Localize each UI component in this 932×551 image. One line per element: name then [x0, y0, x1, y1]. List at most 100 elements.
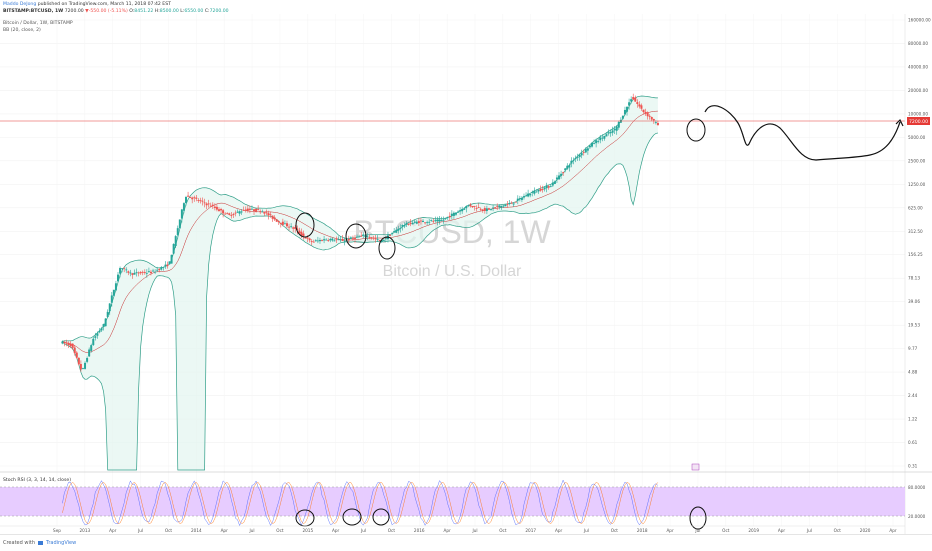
- candle-body: [529, 193, 532, 196]
- high-value: 8500.00: [159, 9, 179, 14]
- candle-body: [327, 240, 330, 241]
- candle-body: [539, 189, 542, 191]
- candle-body: [180, 209, 183, 219]
- candle-body: [496, 206, 499, 207]
- candle-body: [446, 216, 449, 218]
- candle-body: [384, 238, 387, 240]
- price-tick-label: 156.25: [908, 252, 923, 257]
- indicator-title[interactable]: BB (20, close, 2): [3, 28, 41, 33]
- candle-body: [564, 168, 567, 171]
- candle-body: [547, 186, 550, 188]
- candle-body: [306, 237, 309, 239]
- circle-annotation-4[interactable]: [686, 118, 706, 142]
- candle-body: [611, 130, 614, 133]
- candle-body: [108, 303, 111, 312]
- candle-body: [506, 204, 509, 205]
- candle-body: [176, 228, 179, 236]
- candle-body: [469, 204, 472, 207]
- circle-annotation-1[interactable]: [295, 212, 315, 238]
- time-tick-label: Apr: [778, 528, 786, 533]
- candle-body: [341, 238, 344, 241]
- footer: Created with TradingView: [0, 534, 932, 551]
- candle-body: [397, 228, 400, 231]
- candle-body: [199, 200, 202, 202]
- candle-body: [312, 241, 315, 243]
- candle-body: [551, 182, 554, 186]
- candle-body: [467, 205, 470, 206]
- rsi-circle-4[interactable]: [689, 506, 707, 530]
- candle-body: [166, 264, 169, 267]
- candle-body: [543, 187, 546, 190]
- candle-body: [601, 137, 604, 139]
- candle-body: [152, 270, 155, 272]
- flag-marker[interactable]: [691, 463, 700, 471]
- candle-body: [574, 157, 577, 160]
- candle-body: [137, 272, 140, 274]
- candle-body: [391, 233, 394, 235]
- rsi-80-label: 80.0000: [908, 485, 926, 490]
- candle-body: [487, 208, 490, 210]
- candle-body: [562, 172, 565, 174]
- forecast-arrow-head[interactable]: [895, 118, 904, 127]
- candle-body: [584, 148, 587, 153]
- symbol-name[interactable]: BITSTAMP:BTCUSD, 1W: [3, 9, 64, 14]
- user-drawings[interactable]: [295, 105, 904, 260]
- candle-body: [174, 236, 177, 247]
- price-axis[interactable]: 160000.00 80000.00 40000.00 20000.00 10000.0…: [904, 14, 931, 534]
- candle-body: [498, 205, 501, 208]
- candle-body: [201, 200, 204, 202]
- candle-body: [582, 152, 585, 153]
- candle-body: [71, 343, 74, 348]
- circle-annotation-3[interactable]: [378, 236, 396, 260]
- price-tick-label: 312.50: [908, 229, 923, 234]
- candle-body: [125, 269, 128, 271]
- series-title[interactable]: Bitcoin / Dollar, 1W, BITSTAMP: [3, 21, 73, 26]
- candle-body: [395, 229, 398, 233]
- candle-body: [366, 235, 369, 237]
- circle-annotation-2[interactable]: [345, 223, 367, 249]
- candle-body: [545, 185, 548, 189]
- candle-body: [508, 203, 511, 204]
- candle-body: [434, 219, 437, 221]
- candle-body: [570, 160, 573, 164]
- candle-body: [281, 221, 284, 225]
- candle-body: [300, 231, 303, 236]
- rsi-circle-2[interactable]: [342, 508, 362, 526]
- candle-body: [112, 289, 115, 296]
- time-axis[interactable]: Sep 2013 Apr Jul Oct 2014 Apr Jul Oct 2015 Apr Jul O…: [0, 525, 905, 533]
- time-tick-label: Apr: [666, 528, 674, 533]
- candle-body: [275, 219, 278, 222]
- candle-body: [607, 132, 610, 134]
- candle-body: [490, 209, 493, 210]
- ohlc-line: BITSTAMP:BTCUSD, 1W 7200.00 ▼-550.00 (-5…: [3, 9, 229, 14]
- candle-body: [527, 193, 530, 197]
- candle-body: [483, 208, 486, 211]
- candle-body: [263, 212, 266, 214]
- candle-body: [479, 208, 482, 210]
- time-tick-label: Apr: [555, 528, 563, 533]
- forecast-arrow-path[interactable]: [704, 105, 901, 161]
- candle-body: [568, 165, 571, 168]
- author-link[interactable]: Maddo DeJong: [3, 2, 37, 7]
- price-change: ▼-550.00 (-5.11%): [85, 9, 128, 14]
- stoch-rsi-pane: Stoch RSI (3, 3, 14, 14, close) 80.0000 …: [0, 477, 926, 530]
- candle-body: [90, 345, 93, 351]
- candle-body: [389, 235, 392, 236]
- candle-body: [195, 197, 198, 199]
- candle-body: [463, 208, 466, 210]
- candle-body: [558, 175, 561, 180]
- candle-body: [407, 223, 410, 225]
- candle-body: [238, 211, 241, 214]
- candle-body: [537, 189, 540, 192]
- rsi-circle-3[interactable]: [372, 508, 390, 526]
- published-text: published on TradingView.com, March 11, …: [37, 2, 171, 7]
- candle-body: [333, 240, 336, 242]
- rsi-label: Stoch RSI (3, 3, 14, 14, close): [3, 477, 71, 483]
- candle-body: [403, 225, 406, 227]
- candle-body: [294, 227, 297, 229]
- candle-body: [316, 240, 319, 242]
- tradingview-link[interactable]: TradingView: [46, 540, 77, 546]
- candle-body: [170, 254, 173, 264]
- candle-body: [265, 212, 268, 214]
